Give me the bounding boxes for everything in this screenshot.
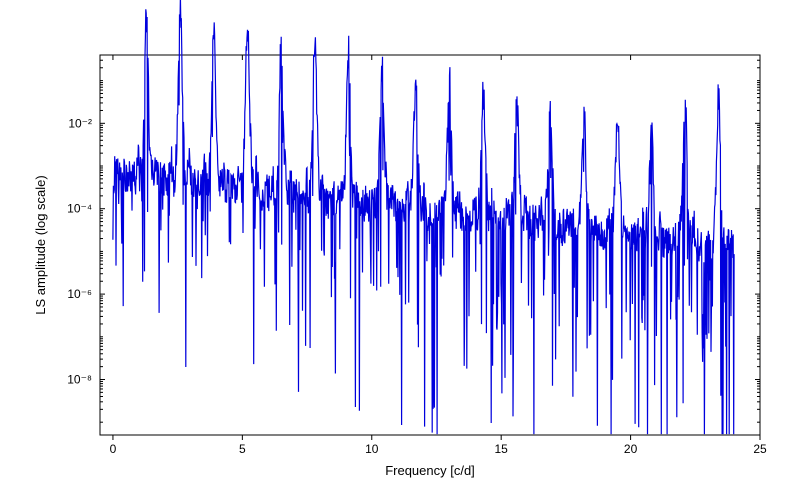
spectrum-line — [113, 0, 734, 434]
x-tick-label: 25 — [753, 442, 767, 456]
y-tick-label: 10⁻² — [68, 116, 92, 130]
y-tick-label: 10⁻⁶ — [67, 287, 92, 301]
y-tick-label: 10⁻⁴ — [67, 202, 92, 216]
y-axis-label: LS amplitude (log scale) — [33, 175, 48, 314]
x-tick-label: 10 — [365, 442, 379, 456]
periodogram-chart: 0 5 10 15 20 25 10⁻⁸ 10⁻⁶ 10⁻⁴ 10⁻² Frequency [c… — [0, 0, 800, 500]
y-tick-label: 10⁻⁸ — [67, 372, 92, 386]
x-tick-label: 20 — [624, 442, 638, 456]
x-axis-label: Frequency [c/d] — [385, 463, 475, 478]
x-tick-label: 15 — [494, 442, 508, 456]
chart-container: 0 5 10 15 20 25 10⁻⁸ 10⁻⁶ 10⁻⁴ 10⁻² Frequency [c… — [0, 0, 800, 500]
x-tick-label: 0 — [110, 442, 117, 456]
x-tick-label: 5 — [239, 442, 246, 456]
